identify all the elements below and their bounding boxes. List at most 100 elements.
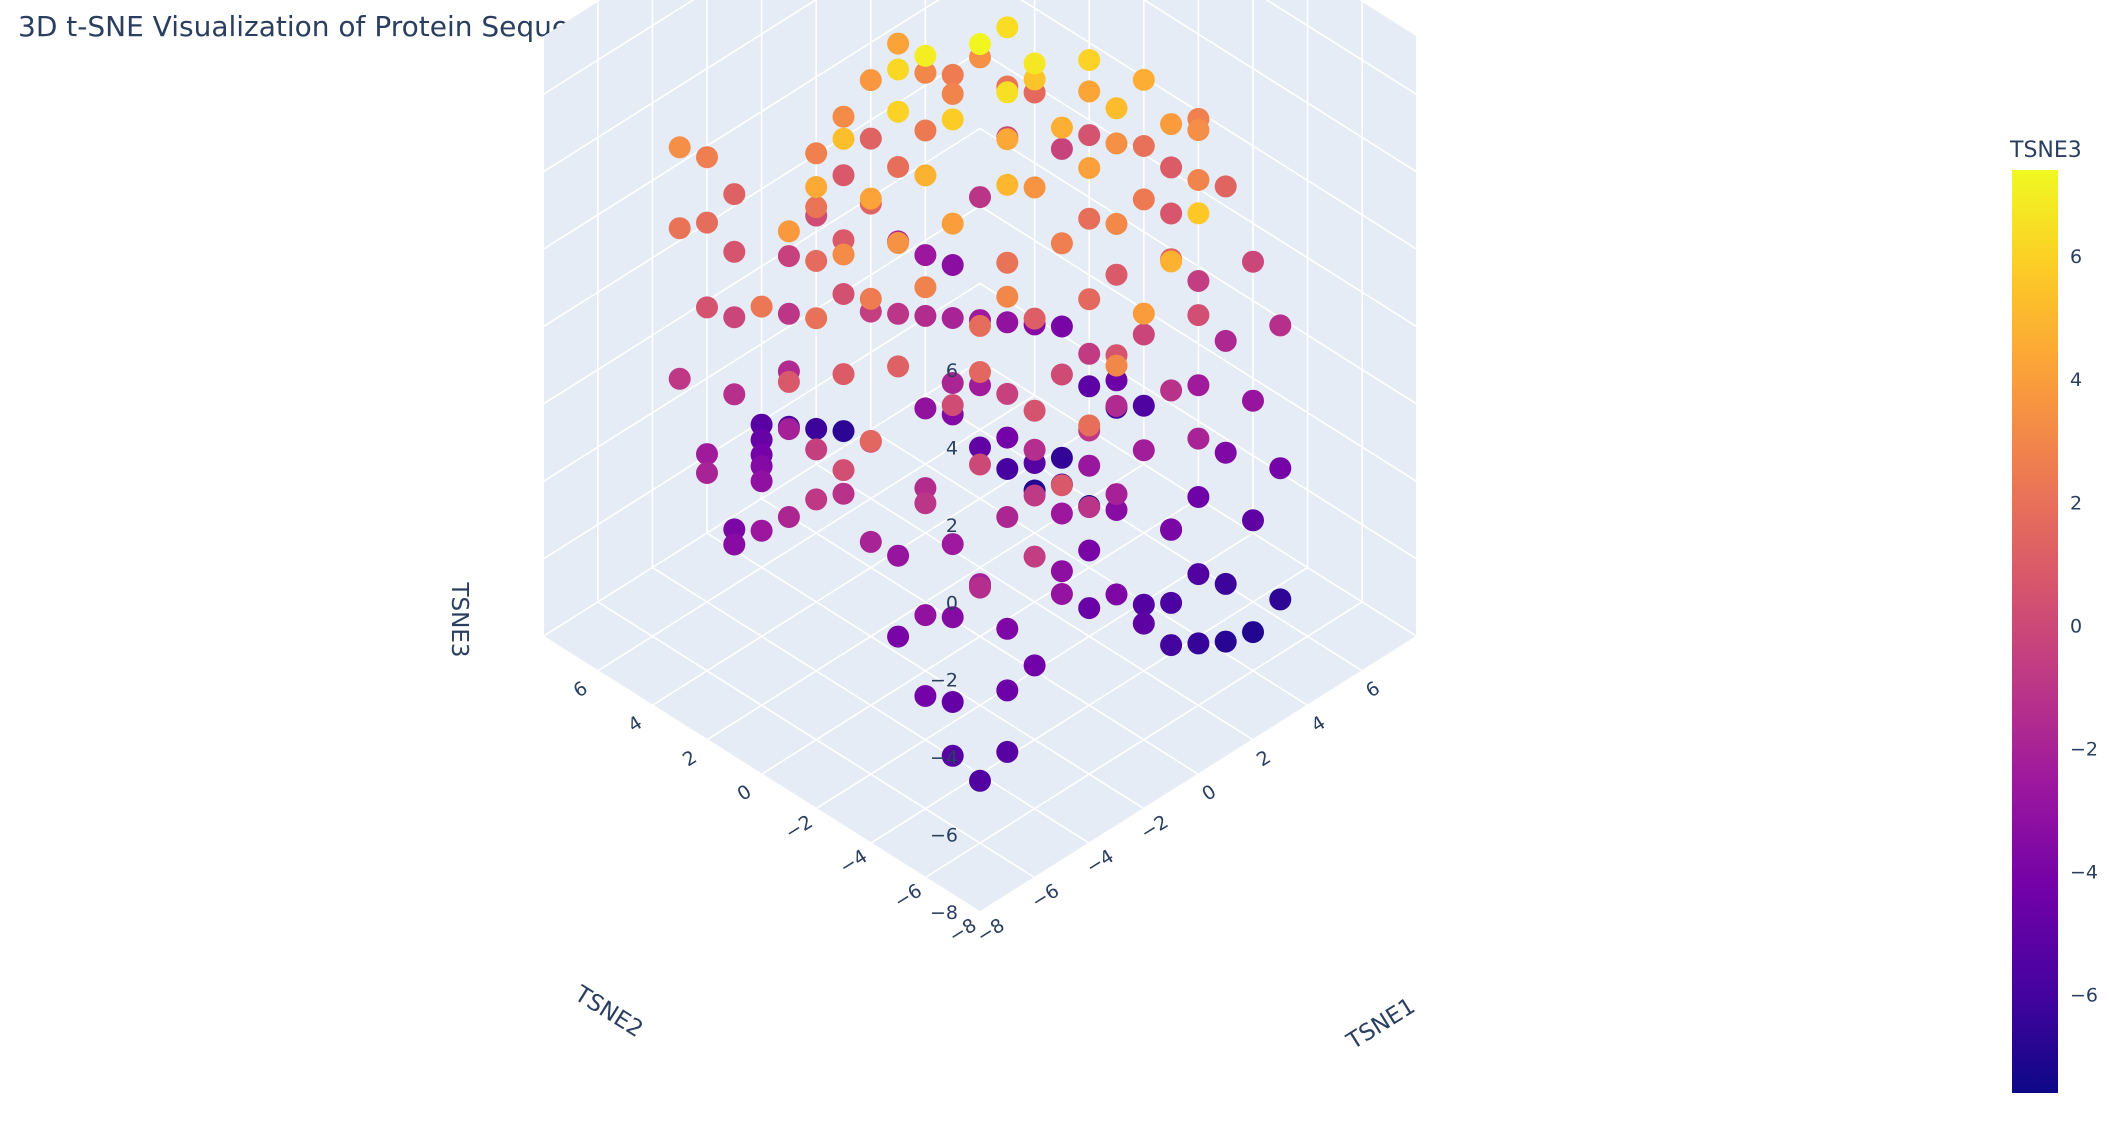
data-point [1214,441,1237,464]
data-point [1160,202,1183,225]
data-point [832,283,855,305]
data-point [1132,302,1155,325]
gridline-x [760,0,1199,775]
colorbar: TSNE3 6 4 2 0 −2 −4 −6 [2009,138,2098,1093]
data-point [1132,394,1155,417]
data-point [1187,427,1210,450]
data-point [887,58,910,81]
data-point [1160,156,1183,179]
tick-label-x: 2 [1253,746,1275,771]
data-point [1132,135,1155,157]
axis-title-x: TSNE1 [1342,993,1420,1055]
data-point [887,625,910,648]
data-point [914,685,937,707]
tick-label-z: −2 [930,670,958,692]
data-point [1242,389,1264,412]
data-point [750,470,773,493]
data-point [941,372,964,394]
data-point [1105,394,1128,417]
data-point [1242,509,1264,532]
data-point [805,307,828,330]
colorbar-gradient [2012,170,2058,1093]
data-point [1050,474,1073,497]
tick-label-x: 4 [1307,712,1329,737]
data-point [1023,654,1046,677]
data-point [1078,207,1101,230]
colorbar-tick-label: −2 [2070,738,2098,760]
data-point [723,306,746,329]
data-point [914,61,937,84]
data-point [1078,124,1101,147]
data-point [696,296,718,319]
data-point [996,382,1019,405]
data-point [1050,502,1073,525]
data-point [668,217,691,240]
data-point [1078,157,1101,179]
data-point [859,69,882,92]
data-point [1078,49,1101,71]
data-point [832,105,855,128]
gridline-y [924,1,1363,879]
data-point [1105,97,1128,120]
data-point [996,426,1019,449]
data-point [1050,363,1073,386]
data-point [832,459,855,482]
data-point [969,453,991,476]
data-point [941,691,964,713]
data-point [1132,188,1155,211]
data-point [996,679,1019,702]
data-point [1187,270,1210,292]
data-point [996,617,1019,640]
gridline-z [542,0,1418,173]
data-point [805,176,828,198]
axis-title-y: TSNE2 [569,981,647,1043]
data-point [969,314,991,337]
axis-title-z: TSNE3 [446,581,472,657]
tick-label-z: 2 [946,515,958,537]
data-point [1132,612,1155,635]
data-point [887,100,910,123]
data-point [1132,439,1155,462]
data-point [1105,263,1128,286]
data-point [941,307,964,329]
data-point [1105,132,1128,155]
data-point [750,428,773,451]
data-point [805,488,828,511]
data-point [969,361,991,383]
tick-label-z: 0 [946,592,958,614]
data-point [1105,583,1128,606]
tick-label-z: 4 [946,438,958,460]
tick-label-y: 6 [570,677,592,702]
data-point [1050,315,1073,338]
data-point [805,196,828,219]
data-point [1187,563,1210,586]
data-point [1050,116,1073,139]
data-point [1269,457,1292,480]
data-point [723,383,746,406]
data-point [914,304,937,327]
data-point [1023,438,1046,461]
data-point [1242,250,1264,273]
data-point [887,156,910,178]
data-point [1078,414,1101,437]
data-point [777,506,800,528]
data-point [777,245,800,268]
data-point [996,506,1019,528]
tick-label-y: −6 [891,880,926,914]
data-point [941,533,964,556]
data-point [1078,539,1101,562]
data-point [1023,399,1046,422]
tick-label-x: −4 [1082,845,1117,879]
data-point [832,482,855,505]
tick-label-y: −4 [836,845,871,879]
data-point [1105,483,1128,506]
data-point [859,429,882,452]
data-point [832,164,855,187]
data-point [750,455,773,478]
data-point [1050,446,1073,469]
data-point [1078,375,1101,398]
data-point [1187,202,1210,225]
data-point [859,127,882,150]
data-point [887,355,910,378]
